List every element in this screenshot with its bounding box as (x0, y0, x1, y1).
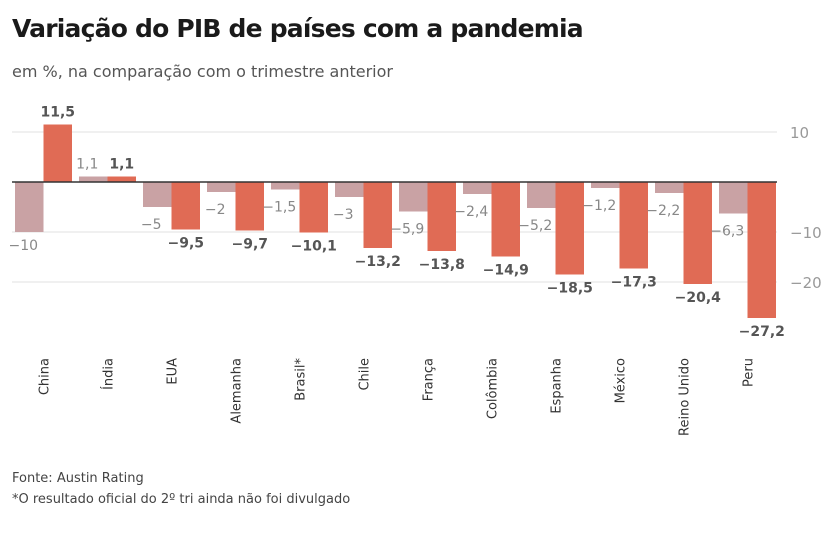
chart-subtitle: em %, na comparação com o trimestre ante… (12, 62, 393, 81)
bar-previous (207, 182, 236, 192)
data-label: −27,2 (739, 324, 785, 340)
data-label: 1,1 (76, 157, 98, 173)
bar-current (427, 182, 456, 251)
source-note: Fonte: Austin Rating (12, 471, 144, 486)
bar-previous (527, 182, 556, 208)
data-label: −9,7 (231, 237, 268, 253)
data-label: −5 (141, 217, 162, 233)
data-label: 11,5 (40, 105, 75, 121)
category-label: Alemanha (230, 358, 245, 424)
data-label: −13,2 (355, 254, 401, 270)
data-label: −3 (333, 207, 354, 223)
data-label: −14,9 (483, 263, 529, 279)
bar-previous (143, 182, 172, 207)
bar-current (363, 182, 392, 248)
bar-current (619, 182, 648, 269)
category-label: Colômbia (486, 358, 501, 419)
data-label: −5,9 (390, 222, 424, 238)
bar-current (43, 124, 72, 182)
category-label: México (614, 358, 629, 403)
bar-previous (335, 182, 364, 197)
category-label: China (38, 358, 53, 395)
data-label: −5,2 (518, 218, 552, 234)
data-label: −1,2 (582, 198, 616, 214)
category-label: Chile (358, 358, 373, 391)
category-label: Peru (742, 358, 757, 387)
data-label: −2 (205, 202, 226, 218)
data-label: −9,5 (167, 236, 204, 252)
bar-previous (719, 182, 748, 214)
category-label: EUA (166, 358, 181, 385)
bar-current (747, 182, 776, 318)
bar-previous (655, 182, 684, 193)
bar-current (299, 182, 328, 233)
category-label: Espanha (550, 358, 565, 414)
bar-current (555, 182, 584, 275)
data-label: −10 (8, 238, 38, 254)
bar-previous (591, 182, 620, 188)
bar-current (491, 182, 520, 257)
footnote: *O resultado oficial do 2º tri ainda não… (12, 492, 351, 507)
y-tick-label: 10 (790, 124, 809, 142)
chart-title: Variação do PIB de países com a pandemia (12, 14, 584, 43)
data-label: 1,1 (109, 157, 134, 173)
data-label: −20,4 (675, 290, 722, 306)
bar-current (235, 182, 264, 231)
category-label: França (422, 358, 437, 401)
bar-current (683, 182, 712, 284)
data-label: −6,3 (710, 224, 744, 240)
bar-current (171, 182, 200, 230)
category-label: Reino Unido (678, 358, 693, 436)
data-label: −18,5 (547, 281, 593, 297)
data-label: −17,3 (611, 275, 657, 291)
bar-previous (15, 182, 44, 232)
bar-current (107, 176, 136, 182)
category-label: Brasil* (294, 358, 309, 401)
data-label: −2,4 (454, 204, 488, 220)
bar-previous (79, 176, 108, 182)
data-label: −1,5 (262, 200, 296, 216)
bar-previous (463, 182, 492, 194)
bar-previous (271, 182, 300, 190)
data-label: −13,8 (419, 257, 465, 273)
y-tick-label: −20 (790, 274, 822, 292)
data-label: −2,2 (646, 203, 680, 219)
data-label: −10,1 (291, 239, 337, 255)
y-tick-label: −10 (790, 224, 822, 242)
category-label: Índia (101, 358, 117, 390)
bar-previous (399, 182, 428, 212)
